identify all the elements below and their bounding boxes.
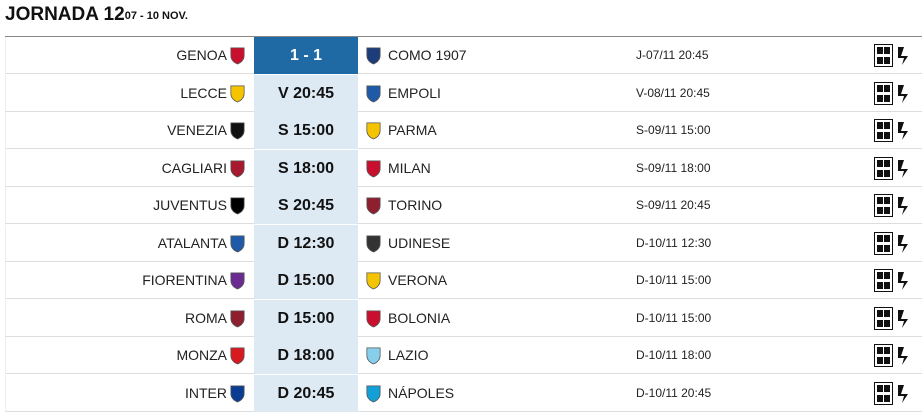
team-logo — [366, 235, 381, 252]
subtitle: · 07 - 10 NOV. — [118, 10, 188, 22]
team-logo — [230, 385, 245, 402]
broadcaster-logo — [874, 306, 908, 330]
match-date: D-10/11 15:00 — [636, 310, 712, 325]
broadcaster-logo — [874, 81, 908, 105]
away-team: EMPOLI — [388, 84, 441, 101]
away-team: TORINO — [388, 197, 443, 213]
team-logo — [230, 122, 245, 140]
match-result: S 15:00 — [254, 112, 358, 149]
match-row: ROMA D 15:00 BOLONIA D-10/11 15:00 — [5, 299, 922, 337]
home-team: INTER — [185, 384, 227, 401]
team-logo — [230, 47, 245, 65]
home-team: JUVENTUS — [153, 197, 227, 213]
team-logo — [366, 385, 381, 402]
match-result: S 20:45 — [254, 187, 358, 224]
home-team: LECCE — [180, 84, 227, 101]
match-result: D 12:30 — [254, 224, 358, 262]
match-result: 1 - 1 — [254, 37, 358, 74]
away-team: COMO 1907 — [388, 47, 467, 63]
away-team: BOLONIA — [388, 309, 451, 326]
team-logo — [230, 272, 245, 290]
broadcaster-logo — [874, 156, 908, 180]
team-logo — [366, 160, 381, 177]
match-result: D 20:45 — [254, 374, 358, 412]
match-date: D-10/11 15:00 — [636, 273, 712, 287]
match-result: D 15:00 — [254, 262, 358, 299]
home-team: ATALANTA — [157, 234, 227, 251]
match-row: VENEZIA S 15:00 PARMA S-09/11 15:00 — [5, 112, 922, 149]
team-logo — [366, 347, 381, 365]
match-date: S-09/11 18:00 — [636, 160, 711, 175]
broadcaster-logo — [874, 194, 908, 217]
divider — [5, 36, 922, 37]
match-date: D-10/11 12:30 — [636, 235, 712, 250]
away-team: MILAN — [388, 159, 431, 176]
away-team: LAZIO — [388, 347, 429, 363]
away-team: VERONA — [388, 272, 448, 288]
match-row: MONZA D 18:00 LAZIO D-10/11 18:00 — [5, 337, 922, 374]
home-team: FIORENTINA — [142, 272, 227, 288]
match-row: JUVENTUS S 20:45 TORINO S-09/11 20:45 — [5, 187, 922, 224]
home-team: ROMA — [185, 309, 227, 326]
broadcaster-logo — [874, 269, 908, 292]
broadcaster-logo — [874, 344, 908, 367]
match-result: D 15:00 — [254, 299, 358, 337]
team-logo — [366, 310, 381, 327]
broadcaster-logo — [874, 231, 908, 255]
home-team: GENOA — [176, 47, 227, 63]
match-row: CAGLIARI S 18:00 MILAN S-09/11 18:00 — [5, 149, 922, 187]
match-row: INTER D 20:45 NÁPOLES D-10/11 20:45 — [5, 374, 922, 412]
match-date: D-10/11 20:45 — [636, 385, 712, 400]
team-logo — [230, 347, 245, 365]
match-date: S-09/11 15:00 — [636, 123, 711, 137]
match-date: S-09/11 20:45 — [636, 198, 711, 212]
match-date: V-08/11 20:45 — [636, 85, 710, 100]
team-logo — [230, 85, 245, 102]
team-logo — [230, 310, 245, 327]
match-result: D 18:00 — [254, 337, 358, 374]
away-team: UDINESE — [388, 234, 451, 251]
match-row: GENOA 1 - 1 COMO 1907 J-07/11 20:45 — [5, 37, 922, 74]
team-logo — [230, 160, 245, 177]
broadcaster-logo — [874, 381, 908, 405]
away-team: NÁPOLES — [388, 384, 455, 401]
team-logo — [230, 197, 245, 215]
home-team: CAGLIARI — [161, 159, 227, 176]
team-logo — [366, 47, 381, 65]
match-row: LECCE V 20:45 EMPOLI V-08/11 20:45 — [5, 74, 922, 112]
team-logo — [366, 272, 381, 290]
match-date: D-10/11 18:00 — [636, 348, 712, 362]
team-logo — [230, 235, 245, 252]
match-result: S 18:00 — [254, 149, 358, 187]
match-result: V 20:45 — [254, 74, 358, 112]
team-logo — [366, 197, 381, 215]
team-logo — [366, 85, 381, 102]
team-logo — [366, 122, 381, 140]
home-team: VENEZIA — [167, 122, 227, 138]
home-team: MONZA — [176, 347, 227, 363]
match-row: ATALANTA D 12:30 UDINESE D-10/11 12:30 — [5, 224, 922, 262]
away-team: PARMA — [388, 122, 437, 138]
broadcaster-logo — [874, 44, 908, 67]
broadcaster-logo — [874, 119, 908, 142]
match-date: J-07/11 20:45 — [636, 48, 709, 62]
title: JORNADA 12 — [5, 4, 125, 25]
match-row: FIORENTINA D 15:00 VERONA D-10/11 15:00 — [5, 262, 922, 299]
